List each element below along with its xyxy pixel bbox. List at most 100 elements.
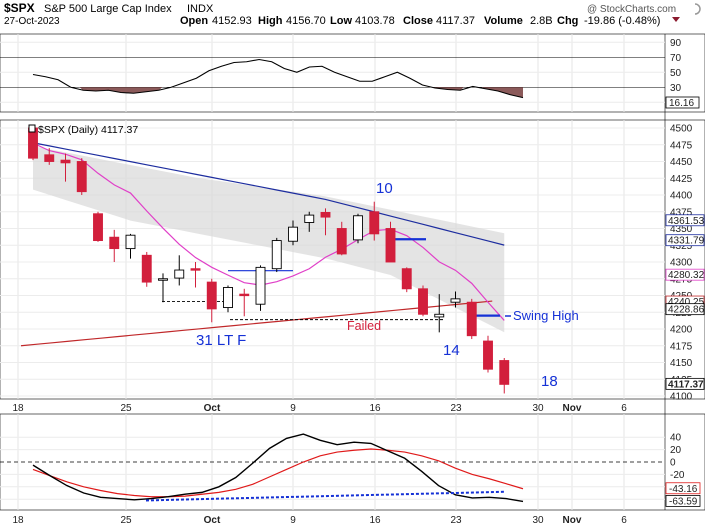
candle-body xyxy=(418,288,428,315)
price-tick-label: 4400 xyxy=(670,191,693,202)
macd-panel xyxy=(0,413,705,511)
price-series-label: $SPX (Daily) 4117.37 xyxy=(38,124,138,136)
x-tick-label-mid: 23 xyxy=(450,403,462,414)
candle-body xyxy=(109,236,120,250)
down-arrow-icon xyxy=(672,17,680,22)
x-tick-label-mid: Oct xyxy=(204,403,221,414)
candle-body xyxy=(206,281,217,310)
annotation-18: 18 xyxy=(541,373,558,390)
annotation-failed: Failed xyxy=(347,319,381,333)
low-label: Low xyxy=(330,15,352,27)
high-label: High xyxy=(258,15,283,27)
rsi-tick-label: 90 xyxy=(670,38,682,49)
x-tick-label-bottom: 6 xyxy=(621,515,627,526)
x-tick-label-bottom: Oct xyxy=(204,515,221,526)
price-badge-text: 4331.79 xyxy=(668,236,705,247)
candle-body xyxy=(499,360,510,385)
macd-line xyxy=(32,433,524,503)
price-tick-label: 4300 xyxy=(670,258,693,269)
macd-badge xyxy=(665,482,701,495)
candle-body xyxy=(125,234,136,250)
macd-badge-text: -43.16 xyxy=(669,484,698,495)
close-label: Close xyxy=(403,15,433,27)
x-tick-label-bottom: 23 xyxy=(450,515,462,526)
x-tick-label-mid: 16 xyxy=(369,403,381,414)
x-tick-label-mid: 6 xyxy=(621,403,627,414)
x-tick-label-bottom: Nov xyxy=(563,515,582,526)
x-tick-label-mid: 18 xyxy=(12,403,24,414)
macd-tick-label: -20 xyxy=(670,470,685,481)
candle-body xyxy=(255,266,266,305)
candle-body xyxy=(288,226,298,242)
rsi-line xyxy=(32,58,524,99)
candle-body xyxy=(271,240,282,270)
volume-value: 2.8B xyxy=(530,15,553,27)
price-tick-label: 4175 xyxy=(670,341,693,352)
candle-body xyxy=(369,211,380,235)
candle-body xyxy=(466,301,477,337)
x-tick-label-mid: 9 xyxy=(290,403,296,414)
price-badge xyxy=(665,303,705,316)
candle-body xyxy=(60,159,71,164)
price-tick-label: 4425 xyxy=(670,174,693,185)
rsi-plot xyxy=(32,58,524,99)
price-badge xyxy=(665,377,705,390)
x-tick-label-mid: 30 xyxy=(532,403,544,414)
rsi-tick-label: 70 xyxy=(670,53,682,64)
candle-body xyxy=(353,215,363,241)
rsi-tick-label: 50 xyxy=(670,68,682,79)
open-value: 4152.93 xyxy=(212,15,252,27)
x-tick-label-bottom: 25 xyxy=(120,515,132,526)
candle-body xyxy=(76,161,87,193)
symbol: $SPX xyxy=(4,1,35,15)
rsi-tick-label: 30 xyxy=(670,83,682,94)
axis-labels: 18 18 25 25 Oct Oct 9 9 16 16 23 23 30 30 Nov Nov 6 6 90 70… xyxy=(12,38,704,526)
candle-icon xyxy=(28,124,36,133)
price-tick-label: 4100 xyxy=(670,392,693,403)
date: 27-Oct-2023 xyxy=(4,16,60,27)
candle-body xyxy=(320,211,331,218)
rsi-value-badge xyxy=(665,96,700,109)
open-label: Open xyxy=(180,15,208,27)
chg-label: Chg xyxy=(557,15,578,27)
volume-label: Volume xyxy=(484,15,523,27)
candle-body xyxy=(44,154,55,162)
price-tick-label: 4375 xyxy=(670,207,693,218)
long-ma-line xyxy=(20,300,493,347)
candle-body xyxy=(401,268,412,290)
price-tick-label: 4325 xyxy=(670,241,693,252)
macd-tick-label: 40 xyxy=(670,433,682,444)
high-value: 4156.70 xyxy=(286,15,326,27)
candle-body xyxy=(239,293,250,297)
grid-lines xyxy=(0,34,665,510)
macd-plot xyxy=(32,433,524,503)
x-tick-label-bottom: 18 xyxy=(12,515,24,526)
candle-body xyxy=(223,287,233,309)
price-band xyxy=(33,146,505,333)
annotation-10: 10 xyxy=(376,180,393,197)
price-badge-text: 4240.25 xyxy=(668,297,705,308)
candle-body xyxy=(450,298,461,303)
rsi-value-badge-text: 16.16 xyxy=(669,98,694,109)
price-badge xyxy=(665,234,705,247)
candle-body xyxy=(158,278,168,281)
macd-badge-text: -63.59 xyxy=(669,496,698,507)
price-tick-label: 4150 xyxy=(670,358,693,369)
x-tick-label-mid: Nov xyxy=(563,403,582,414)
rsi-panel xyxy=(0,33,705,113)
candle-body xyxy=(28,127,38,159)
fast-ma-line xyxy=(32,142,505,321)
price-panel-label: $SPX (Daily) 4117.37 xyxy=(28,124,138,136)
candle-body xyxy=(93,213,103,242)
annotation-swing-high: Swing High xyxy=(513,308,579,323)
slow-ma-line xyxy=(32,142,505,246)
macd-tick-label: 20 xyxy=(670,445,682,456)
candle-body xyxy=(483,340,493,370)
watermark: @ StockCharts.com xyxy=(587,4,676,15)
refresh-icon[interactable] xyxy=(694,3,701,15)
candle-body xyxy=(304,214,315,223)
exchange: INDX xyxy=(187,3,214,15)
candle-body xyxy=(336,228,347,255)
price-tick-label: 4200 xyxy=(670,325,693,336)
